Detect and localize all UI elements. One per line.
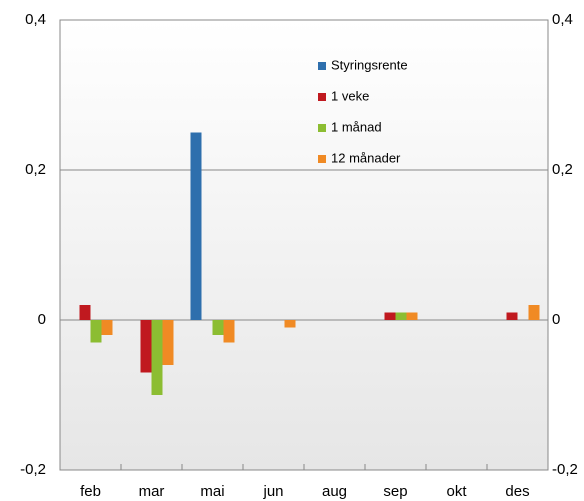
bar bbox=[140, 320, 152, 373]
x-tick-label: mai bbox=[200, 483, 224, 500]
x-tick-label: sep bbox=[383, 483, 407, 500]
y2-tick-label: 0,2 bbox=[552, 161, 573, 178]
y2-tick-label: 0 bbox=[552, 311, 560, 328]
y-tick-label: 0 bbox=[38, 311, 46, 328]
x-tick-label: feb bbox=[80, 483, 101, 500]
bar bbox=[212, 320, 224, 335]
x-tick-label: aug bbox=[322, 483, 347, 500]
legend-label: 1 veke bbox=[331, 88, 369, 103]
plot-area bbox=[59, 19, 549, 471]
bar bbox=[190, 132, 202, 320]
y2-tick-label: 0,4 bbox=[552, 11, 573, 28]
bar bbox=[528, 305, 540, 320]
legend-label: 1 månad bbox=[331, 119, 382, 134]
legend-label: Styringsrente bbox=[331, 57, 408, 72]
x-tick-label: mar bbox=[139, 483, 165, 500]
legend-swatch bbox=[318, 93, 326, 101]
bar bbox=[223, 320, 235, 343]
x-tick-label: jun bbox=[262, 483, 283, 500]
legend-label: 12 månader bbox=[331, 150, 401, 165]
bar bbox=[101, 320, 113, 335]
y-tick-label: 0,4 bbox=[25, 11, 46, 28]
legend-swatch bbox=[318, 62, 326, 70]
x-tick-label: des bbox=[505, 483, 529, 500]
bar bbox=[406, 312, 418, 320]
legend-swatch bbox=[318, 124, 326, 132]
bar bbox=[384, 312, 396, 320]
legend-swatch bbox=[318, 155, 326, 163]
bar bbox=[79, 305, 91, 320]
bar bbox=[395, 312, 407, 320]
y2-tick-label: -0,2 bbox=[552, 461, 578, 478]
x-tick-label: okt bbox=[446, 483, 467, 500]
bar bbox=[506, 312, 518, 320]
bar bbox=[162, 320, 174, 365]
y-tick-label: -0,2 bbox=[20, 461, 46, 478]
bar bbox=[90, 320, 102, 343]
bar bbox=[151, 320, 163, 395]
y-tick-label: 0,2 bbox=[25, 161, 46, 178]
bar bbox=[284, 320, 296, 328]
